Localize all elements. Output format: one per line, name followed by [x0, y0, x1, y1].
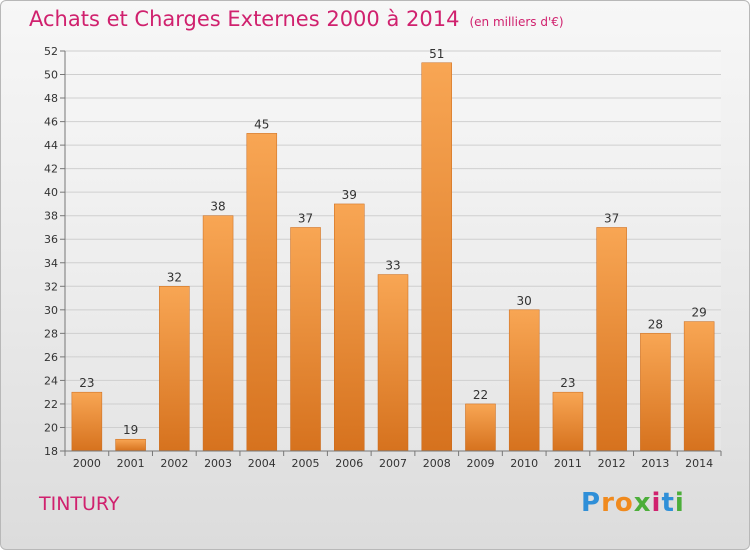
y-tick-label: 40: [44, 186, 58, 199]
bar-2001[interactable]: [115, 438, 146, 452]
data-label-2000: 23: [79, 376, 94, 390]
bar-2009[interactable]: [465, 403, 496, 452]
x-tick-label-2010: 2010: [510, 457, 538, 470]
bar-2003[interactable]: [202, 215, 234, 452]
y-tick-label: 18: [44, 445, 58, 458]
data-label-2010: 30: [517, 294, 532, 308]
chart-title-text: Achats et Charges Externes 2000 à 2014: [29, 7, 460, 31]
data-label-2013: 28: [648, 317, 663, 331]
y-tick-label: 30: [44, 304, 58, 317]
y-tick-label: 28: [44, 327, 58, 340]
bar-2010[interactable]: [508, 309, 540, 452]
data-label-2002: 32: [167, 270, 182, 284]
bar-2013[interactable]: [640, 333, 671, 452]
y-tick-label: 52: [44, 45, 58, 58]
y-tick-label: 36: [44, 233, 58, 246]
bar-2005[interactable]: [290, 227, 321, 452]
x-tick-label-2012: 2012: [598, 457, 626, 470]
data-label-2005: 37: [298, 211, 313, 225]
x-tick-label-2014: 2014: [685, 457, 713, 470]
x-tick-label-2006: 2006: [335, 457, 363, 470]
logo-letter: i: [651, 488, 662, 518]
data-label-2009: 22: [473, 388, 488, 402]
y-tick-label: 44: [44, 139, 58, 152]
y-tick-label: 46: [44, 116, 58, 129]
chart-title: Achats et Charges Externes 2000 à 2014 (e…: [29, 7, 564, 31]
data-label-2004: 45: [254, 117, 269, 131]
bar-2004[interactable]: [246, 133, 278, 452]
x-tick-label-2011: 2011: [554, 457, 582, 470]
bar-2012[interactable]: [596, 227, 627, 452]
data-label-2003: 38: [210, 200, 225, 214]
logo-letter: P: [581, 488, 602, 518]
y-tick-label: 48: [44, 92, 58, 105]
x-tick-label-2003: 2003: [204, 457, 232, 470]
bar-2014[interactable]: [683, 321, 715, 452]
data-label-2006: 39: [342, 188, 357, 202]
proxiti-logo[interactable]: Proxiti: [581, 488, 685, 518]
logo-letter: x: [633, 488, 652, 518]
x-tick-label-2004: 2004: [248, 457, 276, 470]
x-tick-label-2007: 2007: [379, 457, 407, 470]
bar-2011[interactable]: [552, 391, 584, 452]
bar-2000[interactable]: [71, 391, 103, 452]
chart-subtitle: (en milliers d'€): [469, 15, 564, 29]
logo-letter: t: [661, 488, 675, 518]
bar-2008[interactable]: [421, 62, 452, 452]
data-label-2012: 37: [604, 211, 619, 225]
x-tick-label-2002: 2002: [160, 457, 188, 470]
data-label-2008: 51: [429, 47, 444, 61]
data-label-2007: 33: [385, 259, 400, 273]
y-tick-label: 34: [44, 257, 58, 270]
x-tick-label-2009: 2009: [466, 457, 494, 470]
y-tick-label: 20: [44, 421, 58, 434]
bar-2007[interactable]: [377, 274, 409, 452]
logo-letter: r: [601, 488, 615, 518]
x-tick-label-2013: 2013: [641, 457, 669, 470]
y-tick-label: 50: [44, 69, 58, 82]
x-tick-label-2000: 2000: [73, 457, 101, 470]
x-tick-label-2005: 2005: [292, 457, 320, 470]
bar-2002[interactable]: [159, 286, 190, 452]
x-tick-label-2008: 2008: [423, 457, 451, 470]
logo-letter: o: [614, 488, 634, 518]
y-tick-label: 38: [44, 210, 58, 223]
x-tick-label-2001: 2001: [117, 457, 145, 470]
logo-letter: i: [674, 488, 685, 518]
y-tick-label: 24: [44, 374, 58, 387]
y-tick-label: 42: [44, 163, 58, 176]
data-label-2011: 23: [560, 376, 575, 390]
data-label-2001: 19: [123, 423, 138, 437]
y-tick-label: 32: [44, 280, 58, 293]
data-label-2014: 29: [691, 306, 706, 320]
y-tick-label: 26: [44, 351, 58, 364]
commune-name: TINTURY: [39, 493, 120, 515]
y-tick-label: 22: [44, 398, 58, 411]
bar-2006[interactable]: [334, 203, 365, 452]
